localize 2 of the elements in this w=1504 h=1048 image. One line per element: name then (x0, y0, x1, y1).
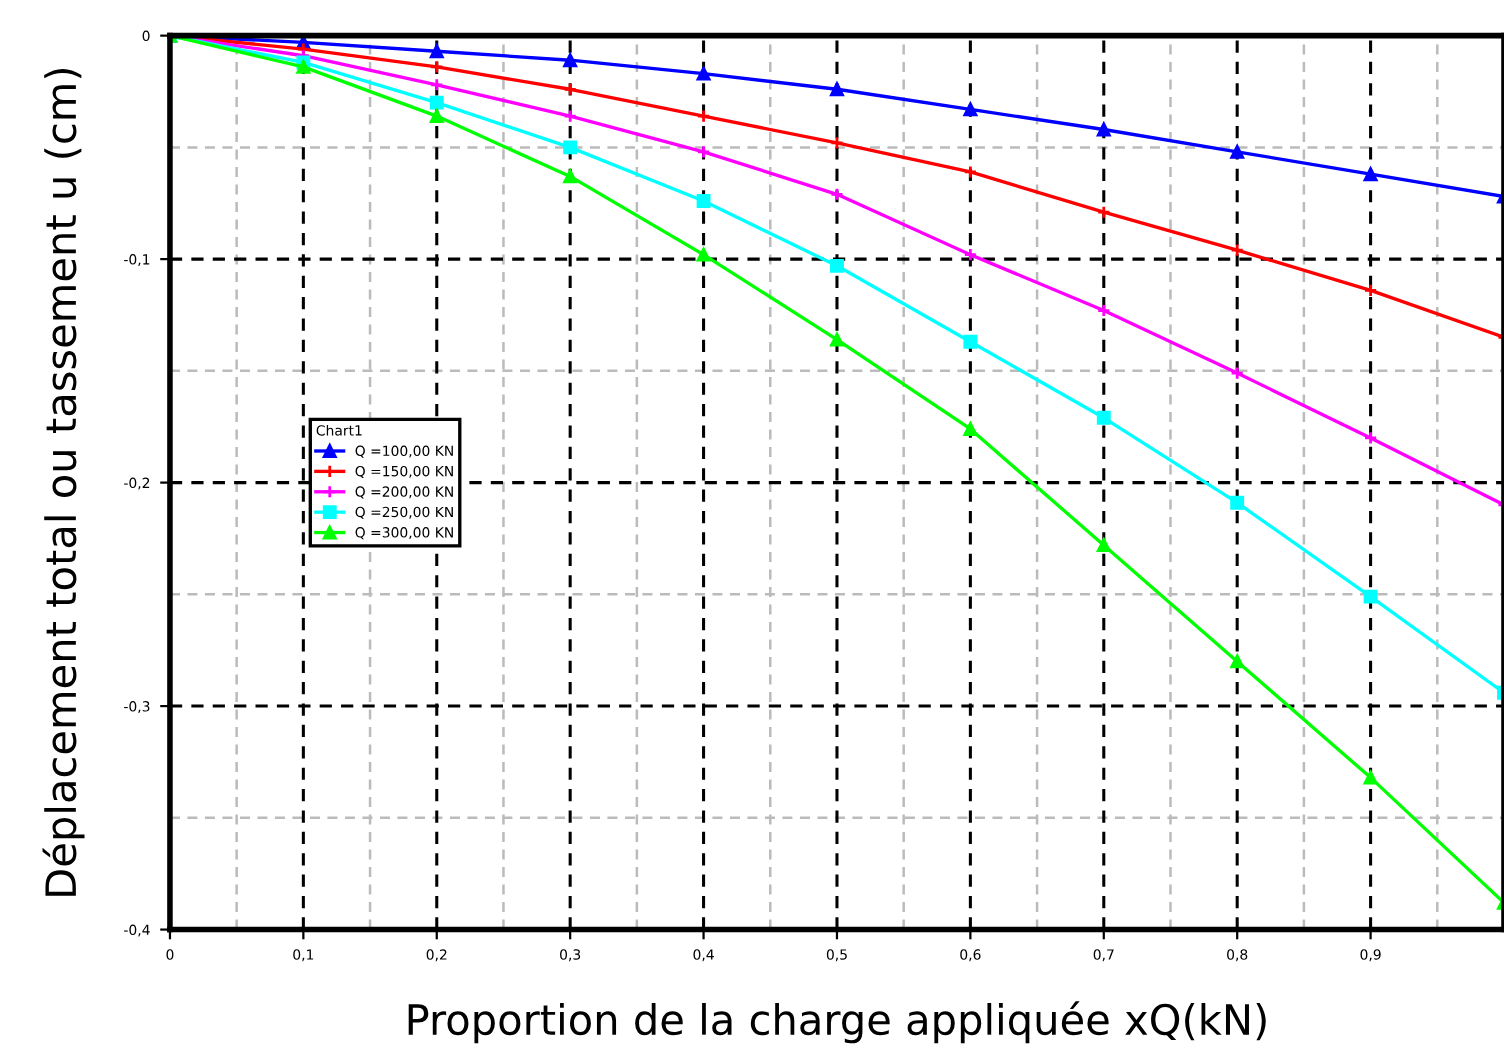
x-axis-title: Proportion de la charge appliquée xQ(kN) (408, 1001, 1266, 1044)
y-axis-title: Déplacement total ou tassement u (cm) (42, 68, 85, 896)
